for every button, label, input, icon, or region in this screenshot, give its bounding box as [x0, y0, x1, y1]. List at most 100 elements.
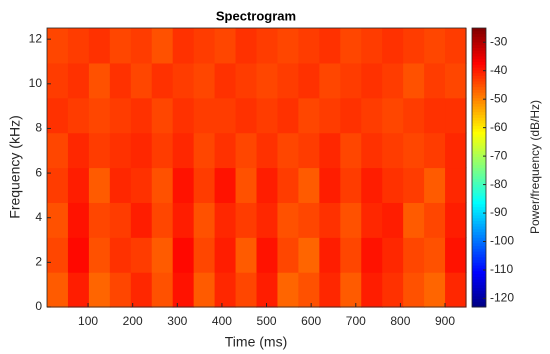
heatmap-cell	[403, 132, 425, 169]
heatmap-cell	[256, 62, 279, 99]
heatmap-cell	[340, 237, 362, 273]
y-tick-label: 2	[35, 255, 42, 269]
colorbar-segment	[472, 106, 486, 110]
heatmap-cell	[382, 132, 404, 169]
heatmap-cell	[361, 167, 383, 203]
heatmap-cell	[340, 272, 362, 308]
colorbar-segment	[472, 298, 486, 302]
heatmap-cell	[235, 28, 258, 64]
heatmap-cell	[47, 132, 69, 169]
heatmap-cell	[256, 272, 279, 308]
heatmap-cell	[298, 132, 320, 169]
colorbar-segment	[472, 72, 486, 76]
colorbar-segment	[472, 47, 486, 51]
colorbar-segment	[472, 212, 486, 216]
heatmap-cell	[382, 167, 404, 203]
heatmap-cell	[277, 202, 299, 238]
y-tick-label: 4	[35, 210, 42, 224]
heatmap-cell	[361, 202, 383, 238]
heatmap-cell	[361, 272, 383, 308]
heatmap-cell	[47, 62, 69, 99]
heatmap-cell	[109, 202, 132, 238]
heatmap-cell	[277, 272, 299, 308]
colorbar-segment	[472, 120, 486, 124]
heatmap-cell	[88, 167, 111, 203]
heatmap-cell	[172, 272, 195, 308]
colorbar-segment	[472, 33, 486, 37]
colorbar-segment	[472, 81, 486, 85]
colorbar-segment	[472, 192, 486, 196]
heatmap-cell	[298, 97, 320, 134]
colorbar-tick-label: -120	[490, 291, 514, 305]
heatmap-cell	[47, 167, 69, 203]
heatmap-cell	[47, 272, 69, 308]
colorbar-segment	[472, 231, 486, 235]
plot-frame	[46, 27, 467, 308]
colorbar-tick-label: -50	[490, 91, 508, 105]
y-tick-label: 12	[29, 31, 43, 45]
colorbar-segment	[472, 50, 486, 54]
heatmap-cell	[130, 237, 153, 273]
heatmap-cell	[67, 272, 90, 308]
heatmap-cell	[235, 132, 258, 169]
heatmap-cell	[235, 167, 258, 203]
colorbar-segment	[472, 134, 486, 138]
heatmap-cell	[151, 62, 174, 99]
colorbar-tick-label: -60	[490, 120, 508, 134]
colorbar-segment	[472, 122, 486, 127]
heatmap-cell	[277, 132, 299, 169]
colorbar-segment	[472, 237, 486, 241]
heatmap-cell	[382, 202, 404, 238]
heatmap-cell	[403, 167, 425, 203]
heatmap-cell	[256, 237, 279, 273]
colorbar-segment	[472, 111, 486, 115]
x-tick-label: 300	[167, 314, 187, 328]
heatmap-cell	[340, 167, 362, 203]
heatmap-cell	[256, 132, 279, 169]
heatmap-cell	[319, 97, 341, 134]
heatmap-cell	[193, 28, 216, 64]
x-axis-label: Time (ms)	[225, 334, 287, 350]
heatmap-cell	[298, 167, 320, 203]
heatmap-cell	[88, 28, 111, 64]
heatmap-cell	[319, 272, 341, 308]
heatmap-cell	[319, 28, 341, 64]
colorbar-segment	[472, 259, 486, 263]
colorbar-segment	[472, 97, 486, 102]
heatmap-cell	[445, 202, 467, 238]
heatmap-cell	[298, 62, 320, 99]
colorbar-segment	[472, 267, 486, 272]
heatmap-cell	[193, 97, 216, 134]
heatmap-cell	[298, 28, 320, 64]
colorbar-segment	[472, 284, 486, 288]
colorbar-segment	[472, 206, 486, 210]
heatmap-cell	[88, 62, 111, 99]
y-tick-label: 6	[35, 165, 42, 179]
colorbar-segment	[472, 228, 486, 233]
heatmap-cell	[151, 28, 174, 64]
y-tick-label: 10	[29, 76, 43, 90]
colorbar-segment	[472, 295, 486, 300]
heatmap-cell	[172, 97, 195, 134]
heatmap-cell	[193, 62, 216, 99]
heatmap-cell	[445, 28, 467, 64]
heatmap-cell	[256, 28, 279, 64]
colorbar-segment	[472, 198, 486, 202]
colorbar-segment	[472, 131, 486, 135]
colorbar-segment	[472, 75, 486, 79]
heatmap-cell	[130, 62, 153, 99]
x-tick-label: 500	[257, 314, 277, 328]
heatmap-cell	[382, 62, 404, 99]
colorbar-segment	[472, 100, 486, 104]
heatmap-cell	[424, 202, 446, 238]
colorbar-segment	[472, 39, 486, 43]
heatmap-cell	[214, 202, 237, 238]
x-tick-label: 100	[78, 314, 98, 328]
colorbar-frame	[471, 27, 487, 308]
heatmap-cell	[193, 237, 216, 273]
colorbar-segment	[472, 273, 486, 277]
colorbar-segment	[472, 156, 486, 160]
heatmap-cell	[424, 272, 446, 308]
heatmap-cell	[277, 167, 299, 203]
heatmap-cell	[151, 97, 174, 134]
